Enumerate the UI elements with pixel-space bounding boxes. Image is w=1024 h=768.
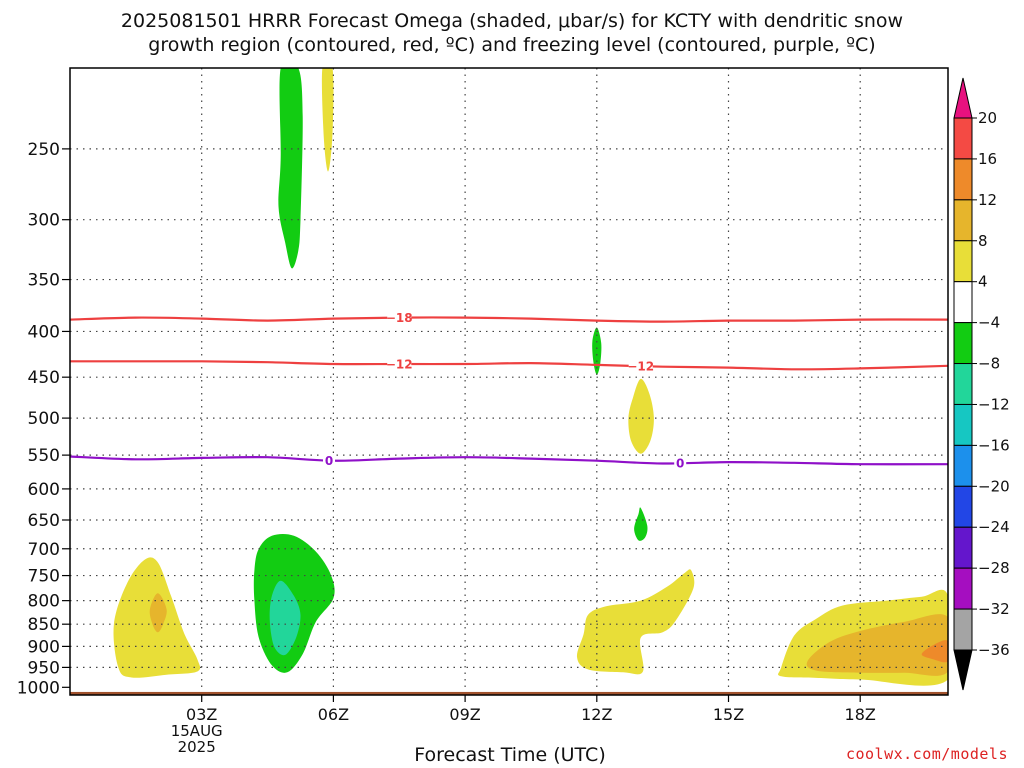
x-tick-sublabel-1: 2025 — [178, 738, 216, 756]
y-tick-label-450: 450 — [28, 368, 60, 388]
colorbar-label-5: −4 — [978, 314, 1000, 332]
colorbar-band-5 — [953, 322, 973, 365]
shaded-region-yellow-midlevel-drop — [628, 378, 654, 454]
shaded-region-yellow-upper-sliver — [321, 68, 334, 172]
colorbar-label-3: 8 — [978, 232, 988, 250]
shaded-region-orange-lowlevel-left — [149, 593, 167, 633]
contour-label-bg-0-1 — [674, 456, 687, 471]
colorbar-band-1 — [953, 158, 973, 201]
contour--18 — [70, 316, 948, 323]
colorbar-band-4 — [953, 281, 973, 324]
pressure-gridlines — [70, 68, 948, 695]
shaded-region-teal-lowlevel-core — [269, 580, 301, 656]
omega-shading-layer — [113, 68, 948, 686]
contour-layer: −18 −12 −12 0 0 — [70, 310, 948, 471]
y-tick-label-500: 500 — [28, 409, 60, 429]
colorbar-over-triangle — [953, 77, 973, 119]
x-tick-label-18Z: 18Z — [845, 705, 876, 724]
plot-background — [70, 68, 948, 695]
x-tick-label-06Z: 06Z — [318, 705, 349, 724]
plot-frame — [69, 67, 949, 696]
colorbar-label-8: −16 — [978, 436, 1010, 454]
contour-0 — [70, 455, 948, 466]
chart-title-line-2: growth region (contoured, red, ºC) and f… — [148, 34, 876, 56]
y-tick-label-1000: 1000 — [17, 678, 60, 698]
colorbar-label-2: 12 — [978, 191, 997, 209]
x-tick-label-12Z: 12Z — [581, 705, 612, 724]
y-axis: 2503003504004505005506006507007508008509… — [17, 140, 70, 698]
y-tick-label-550: 550 — [28, 446, 60, 466]
contour-label-bg--12-0 — [387, 357, 412, 372]
colorbar-label-12: −32 — [978, 600, 1010, 618]
chart-title-line-1: 2025081501 HRRR Forecast Omega (shaded, … — [120, 10, 904, 32]
contour-label-0-1: 0 — [676, 457, 684, 471]
plot-border — [69, 67, 949, 696]
colorbar-under-triangle — [953, 649, 973, 691]
terrain-ground — [70, 691, 948, 695]
shaded-region-orange-lowlevel-right — [806, 614, 948, 676]
shaded-region-green-upper-column — [278, 68, 303, 269]
colorbar-label-13: −36 — [978, 641, 1010, 659]
y-tick-label-750: 750 — [28, 567, 60, 587]
colorbar-label-0: 20 — [978, 109, 997, 127]
y-tick-label-800: 800 — [28, 592, 60, 612]
y-tick-label-250: 250 — [28, 140, 60, 160]
y-tick-label-900: 900 — [28, 637, 60, 657]
y-tick-label-300: 300 — [28, 211, 60, 231]
colorbar: 20 16 12 8 4 −4 −8 −12 −16 −20 −24 −28 −32 −36 — [953, 77, 1010, 691]
plot-area — [70, 68, 948, 695]
y-tick-label-400: 400 — [28, 322, 60, 342]
colorbar-band-10 — [953, 526, 973, 569]
colorbar-band-2 — [953, 199, 973, 242]
contour-label-bg-0-0 — [323, 453, 336, 468]
x-axis-title: Forecast Time (UTC) — [414, 744, 606, 766]
contour-label--18-0: −18 — [386, 311, 413, 325]
terrain-layer — [70, 691, 948, 695]
shaded-region-green-small-drop — [634, 507, 648, 541]
colorbar-band-8 — [953, 444, 973, 487]
contour-label--12-0: −12 — [386, 358, 413, 372]
contour-label-0-0: 0 — [325, 454, 333, 468]
shaded-region-darkorange-lowlevel-right — [921, 640, 948, 663]
y-tick-label-350: 350 — [28, 271, 60, 291]
shaded-region-green-narrow-midlevel — [592, 327, 602, 375]
colorbar-label-9: −20 — [978, 477, 1010, 495]
colorbar-band-7 — [953, 403, 973, 446]
x-tick-label-09Z: 09Z — [449, 705, 480, 724]
x-tick-sublabel-0: 15AUG — [171, 722, 223, 740]
colorbar-label-7: −12 — [978, 395, 1010, 413]
colorbar-label-10: −24 — [978, 518, 1010, 536]
colorbar-label-1: 16 — [978, 150, 997, 168]
y-tick-label-850: 850 — [28, 615, 60, 635]
colorbar-band-6 — [953, 363, 973, 405]
colorbar-band-11 — [953, 567, 973, 610]
colorbar-label-4: 4 — [978, 273, 988, 291]
y-tick-label-650: 650 — [28, 511, 60, 531]
colorbar-label-6: −8 — [978, 355, 1000, 373]
colorbar-label-11: −28 — [978, 559, 1010, 577]
x-tick-label-03Z: 03Z — [186, 705, 217, 724]
contour-label-bg--12-1 — [628, 359, 653, 374]
contour-label-bg--18-0 — [387, 310, 412, 325]
x-tick-label-15Z: 15Z — [713, 705, 744, 724]
colorbar-band-12 — [953, 608, 973, 651]
colorbar-band-3 — [953, 240, 973, 283]
colorbar-band-9 — [953, 485, 973, 528]
y-tick-label-700: 700 — [28, 540, 60, 560]
y-tick-label-950: 950 — [28, 658, 60, 678]
contour-label--12-1: −12 — [627, 360, 654, 374]
site-credit: coolwx.com/models — [845, 745, 1008, 763]
contour--12 — [70, 360, 948, 371]
colorbar-band-0 — [953, 117, 973, 160]
shaded-region-yellow-lowlevel-mid — [576, 569, 695, 675]
y-tick-label-600: 600 — [28, 480, 60, 500]
